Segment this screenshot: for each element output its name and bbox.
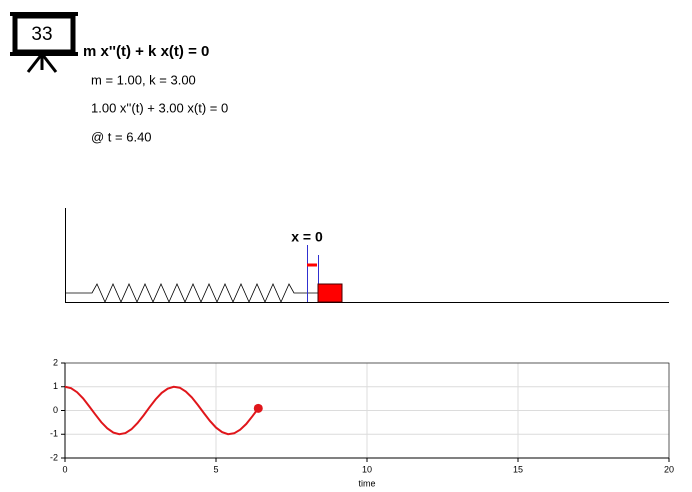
x-tick-label: 15 xyxy=(513,464,523,474)
origin-label: x = 0 xyxy=(291,229,323,245)
spring-diagram: x = 0 xyxy=(65,208,669,303)
x-axis-label: time xyxy=(358,478,375,488)
icon: 33 xyxy=(10,12,78,73)
instance: 1.00 x''(t) + 3.00 x(t) = 0 xyxy=(91,100,228,115)
time-label: @ t = 6.40 xyxy=(91,129,152,144)
y-tick-label: 1 xyxy=(53,381,58,391)
y-tick-label: -2 xyxy=(50,452,58,462)
x-tick-label: 10 xyxy=(362,464,372,474)
current-point xyxy=(253,403,263,413)
y-tick-label: 2 xyxy=(53,357,58,367)
x-tick-label: 20 xyxy=(664,464,674,474)
icon-label: 33 xyxy=(31,24,52,45)
y-tick-label: -1 xyxy=(50,429,58,439)
equation: m x''(t) + k x(t) = 0 xyxy=(83,43,209,60)
data-line xyxy=(64,385,260,436)
x-tick-label: 5 xyxy=(213,464,218,474)
y-tick-label: 0 xyxy=(53,405,58,415)
x-tick-label: 0 xyxy=(62,464,67,474)
params: m = 1.00, k = 3.00 xyxy=(91,72,196,87)
